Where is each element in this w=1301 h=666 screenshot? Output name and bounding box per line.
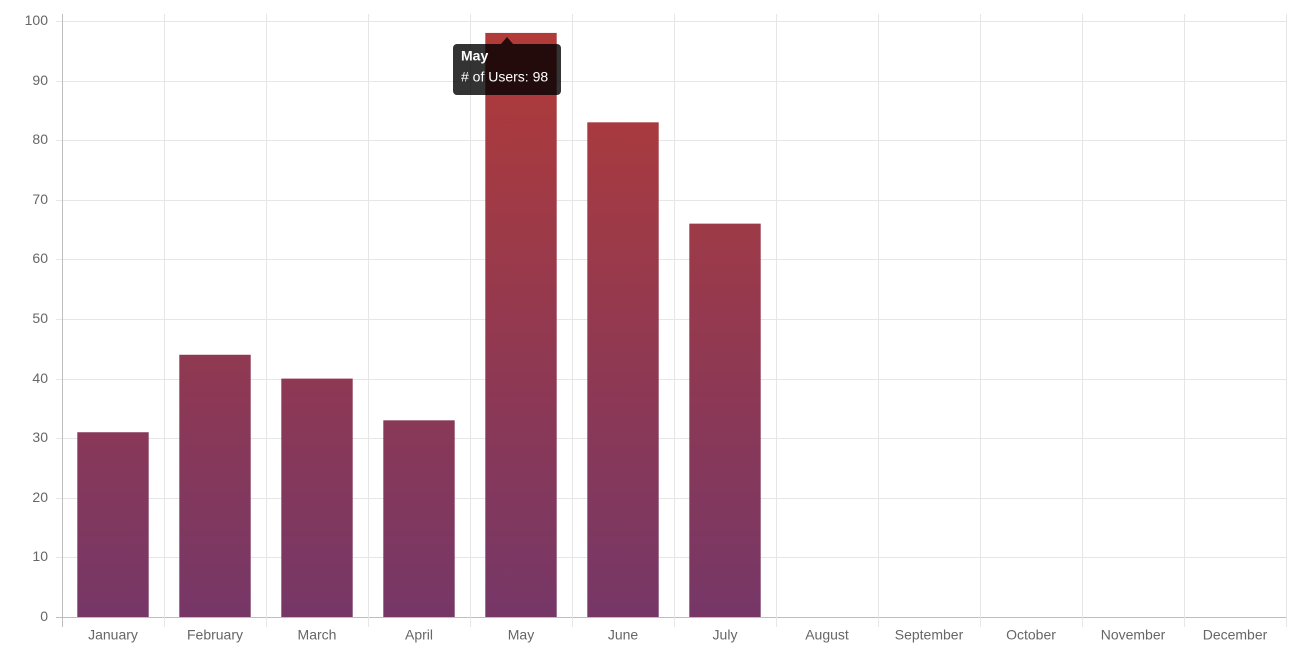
x-tick-label: October xyxy=(1006,627,1056,643)
x-tick-label: September xyxy=(895,627,964,643)
x-tick-label: May xyxy=(508,627,534,643)
x-tick-label: July xyxy=(713,627,738,643)
x-tick-label: August xyxy=(805,627,849,643)
bar xyxy=(485,32,557,618)
y-tick-label: 0 xyxy=(40,608,48,624)
bar xyxy=(281,378,353,617)
x-tick-label: December xyxy=(1203,627,1268,643)
y-tick-label: 100 xyxy=(25,12,49,28)
bar xyxy=(77,432,149,617)
bars xyxy=(77,32,761,618)
tooltip-text: # of Users: 98 xyxy=(461,69,548,85)
bar xyxy=(383,420,455,617)
x-tick-label: November xyxy=(1101,627,1166,643)
x-tick-label: April xyxy=(405,627,433,643)
y-tick-label: 30 xyxy=(32,429,48,445)
tooltip-title: May xyxy=(461,48,488,64)
y-tick-label: 40 xyxy=(32,370,48,386)
y-tick-label: 90 xyxy=(32,72,48,88)
y-tick-label: 80 xyxy=(32,131,48,147)
x-tick-label: February xyxy=(187,627,243,643)
tooltip-box xyxy=(453,37,561,95)
tooltip: May # of Users: 98 xyxy=(453,37,561,95)
labels: 0 10 20 30 40 50 60 70 80 90 100 January February Mar… xyxy=(25,12,1268,643)
y-tick-label: 60 xyxy=(32,250,48,266)
bar xyxy=(587,122,659,617)
bar xyxy=(179,354,251,617)
y-tick-label: 70 xyxy=(32,191,48,207)
bar xyxy=(689,223,761,617)
grid xyxy=(56,14,1287,627)
y-tick-label: 50 xyxy=(32,310,48,326)
x-tick-label: January xyxy=(88,627,138,643)
y-tick-label: 20 xyxy=(32,489,48,505)
x-tick-label: March xyxy=(298,627,337,643)
y-tick-label: 10 xyxy=(32,548,48,564)
x-tick-label: June xyxy=(608,627,639,643)
